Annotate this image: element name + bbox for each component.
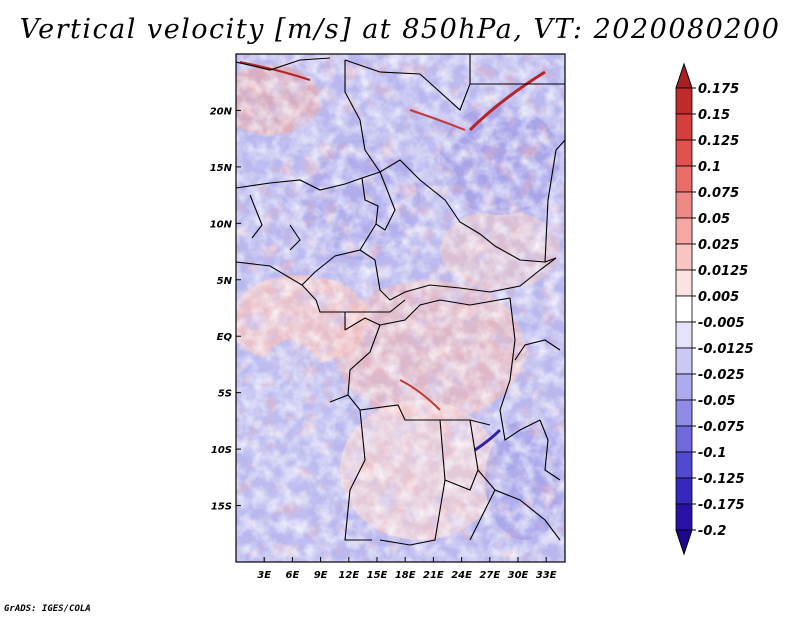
lon-label: 21E: [423, 570, 444, 581]
lon-label: 15E: [367, 570, 388, 581]
lon-label: 33E: [536, 570, 557, 581]
lat-label: 10N: [210, 219, 233, 230]
lon-label: 6E: [286, 570, 300, 581]
lon-label: 12E: [338, 570, 359, 581]
colorbar-label: 0.025: [698, 238, 739, 253]
colorbar: 0.175 0.15 0.125 0.1 0.075 0.05 0.025 0.0125 0.0…: [675, 62, 754, 556]
colorbar-label: 0.125: [698, 134, 739, 149]
colorbar-label: -0.2: [698, 524, 726, 539]
colorbar-segment: [675, 269, 693, 297]
colorbar-label: -0.125: [698, 472, 745, 487]
colorbar-label: 0.05: [698, 212, 730, 227]
map-frame: [235, 53, 566, 563]
colorbar-label: -0.05: [698, 394, 735, 409]
colorbar-segment: [675, 139, 693, 167]
colorbar-label: -0.025: [698, 368, 745, 383]
colorbar-segment: [675, 217, 693, 245]
colorbar-segment: [675, 451, 693, 479]
lat-label: 15N: [210, 163, 233, 174]
lat-label: EQ: [217, 332, 233, 343]
colorbar-label: 0.175: [698, 82, 739, 97]
colorbar-segment: [675, 243, 693, 271]
colorbar-label: -0.005: [698, 316, 745, 331]
colorbar-segment: [675, 477, 693, 505]
colorbar-label: 0.005: [698, 290, 739, 305]
colorbar-label: 0.1: [698, 160, 721, 175]
lat-label: 15S: [211, 502, 232, 513]
longitude-axis: 3E 6E 9E 12E 15E 18E 21E 24E 27E 30E 33E: [257, 557, 557, 581]
colorbar-label: -0.0125: [698, 342, 754, 357]
colorbar-segment: [675, 87, 693, 115]
colorbar-segment: [675, 321, 693, 349]
colorbar-segment: [675, 425, 693, 453]
colorbar-segment: [675, 165, 693, 193]
colorbar-segment: [675, 373, 693, 401]
colorbar-label: 0.075: [698, 186, 739, 201]
colorbar-top-arrow: [675, 62, 693, 89]
lat-label: 20N: [210, 106, 233, 117]
colorbar-segment: [675, 295, 693, 323]
colorbar-segment: [675, 399, 693, 427]
map-title: Vertical velocity [m/s] at 850hPa, VT: 2…: [19, 14, 781, 45]
colorbar-label: -0.175: [698, 498, 745, 513]
colorbar-label: -0.1: [698, 446, 726, 461]
country-borders: [236, 54, 565, 546]
colorbar-segment: [675, 113, 693, 141]
lon-label: 3E: [257, 570, 271, 581]
map-field: [236, 54, 565, 562]
lat-label: 10S: [211, 445, 232, 456]
lon-label: 27E: [479, 570, 500, 581]
colorbar-segment: [675, 503, 693, 531]
colorbar-label: -0.075: [698, 420, 745, 435]
colorbar-label: 0.0125: [698, 264, 748, 279]
latitude-axis: 20N 15N 10N 5N EQ 5S 10S 15S: [210, 106, 241, 513]
colorbar-segment: [675, 191, 693, 219]
lat-label: 5N: [217, 276, 233, 287]
lat-label: 5S: [218, 389, 232, 400]
colorbar-bottom-arrow: [675, 529, 693, 556]
colorbar-segment: [675, 347, 693, 375]
lon-label: 9E: [314, 570, 328, 581]
colorbar-label: 0.15: [698, 108, 730, 123]
grads-credit: GrADS: IGES/COLA: [4, 604, 91, 614]
lon-label: 18E: [395, 570, 416, 581]
lon-label: 30E: [508, 570, 529, 581]
lon-label: 24E: [451, 570, 472, 581]
